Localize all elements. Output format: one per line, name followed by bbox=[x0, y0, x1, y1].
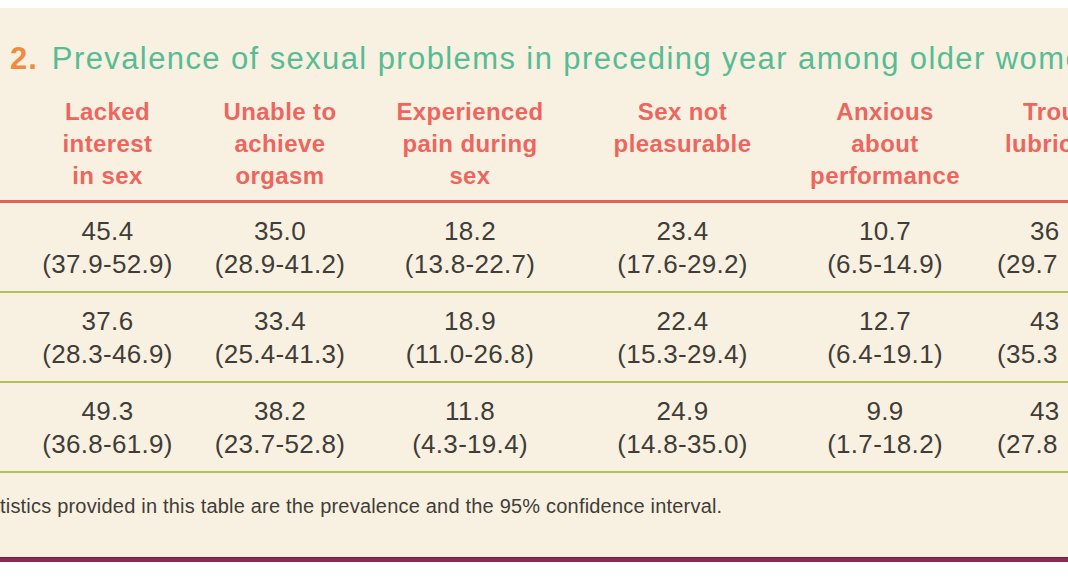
table-row: 49.3 (36.8-61.9) 38.2 (23.7-52.8) 11.8 (… bbox=[0, 383, 1068, 471]
cell-clipped: 43 (35.3 bbox=[970, 305, 1068, 381]
column-header-anxious-performance: Anxious about performance bbox=[800, 96, 970, 192]
cell: 49.3 (36.8-61.9) bbox=[30, 395, 185, 471]
row-label-stub bbox=[0, 305, 30, 381]
cell: 23.4 (17.6-29.2) bbox=[565, 215, 800, 291]
table-title-text: Prevalence of sexual problems in precedi… bbox=[52, 41, 1068, 76]
cell: 38.2 (23.7-52.8) bbox=[185, 395, 375, 471]
table-header-row: Lacked interest in sex Unable to achieve… bbox=[0, 96, 1068, 192]
table-number: 2. bbox=[10, 41, 38, 76]
bottom-accent-bar bbox=[0, 557, 1068, 562]
table-footnote: tistics provided in this table are the p… bbox=[0, 493, 1068, 519]
page: 2. Prevalence of sexual problems in prece… bbox=[0, 0, 1068, 580]
cell-clipped: 43 (27.8 bbox=[970, 395, 1068, 471]
column-header-trouble-lubrication: Trouble lubrication bbox=[970, 96, 1068, 192]
cell: 37.6 (28.3-46.9) bbox=[30, 305, 185, 381]
cell: 12.7 (6.4-19.1) bbox=[800, 305, 970, 381]
row-label-stub bbox=[0, 215, 30, 291]
column-header-unable-orgasm: Unable to achieve orgasm bbox=[185, 96, 375, 192]
column-header-pain-during-sex: Experienced pain during sex bbox=[375, 96, 565, 192]
row-label-stub bbox=[0, 395, 30, 471]
cell: 9.9 (1.7-18.2) bbox=[800, 395, 970, 471]
cell: 33.4 (25.4-41.3) bbox=[185, 305, 375, 381]
cell-clipped: 36 (29.7 bbox=[970, 215, 1068, 291]
cell: 22.4 (15.3-29.4) bbox=[565, 305, 800, 381]
cell: 11.8 (4.3-19.4) bbox=[375, 395, 565, 471]
table-row: 45.4 (37.9-52.9) 35.0 (28.9-41.2) 18.2 (… bbox=[0, 203, 1068, 291]
column-header-lacked-interest: Lacked interest in sex bbox=[30, 96, 185, 192]
table-row: 37.6 (28.3-46.9) 33.4 (25.4-41.3) 18.9 (… bbox=[0, 293, 1068, 381]
row-divider bbox=[0, 471, 1068, 473]
cell: 10.7 (6.5-14.9) bbox=[800, 215, 970, 291]
cell: 18.2 (13.8-22.7) bbox=[375, 215, 565, 291]
cell: 35.0 (28.9-41.2) bbox=[185, 215, 375, 291]
table-title: 2. Prevalence of sexual problems in prece… bbox=[10, 40, 1068, 77]
column-header-sex-not-pleasurable: Sex not pleasurable bbox=[565, 96, 800, 192]
row-label-column-stub bbox=[0, 96, 30, 192]
cell: 45.4 (37.9-52.9) bbox=[30, 215, 185, 291]
table-panel: 2. Prevalence of sexual problems in prece… bbox=[0, 8, 1068, 557]
cell: 18.9 (11.0-26.8) bbox=[375, 305, 565, 381]
cell: 24.9 (14.8-35.0) bbox=[565, 395, 800, 471]
